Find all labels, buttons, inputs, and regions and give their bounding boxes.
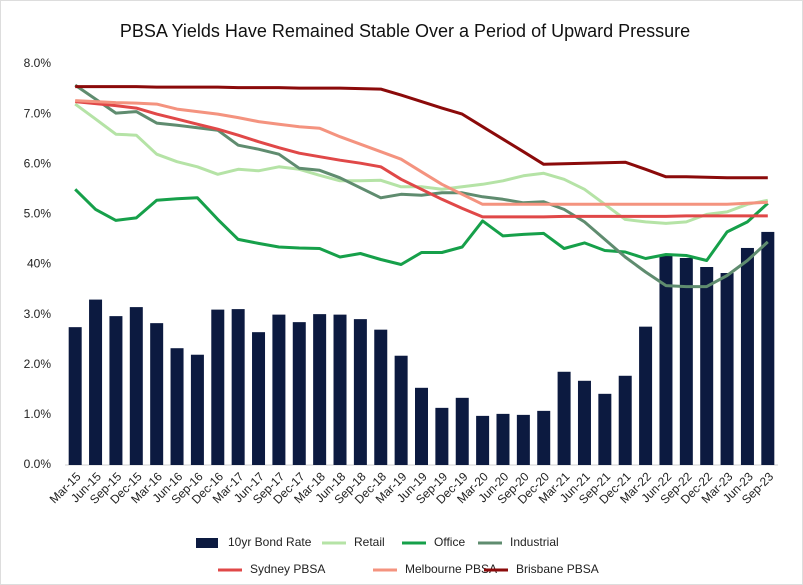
- bar: [496, 413, 510, 465]
- bar: [537, 410, 551, 465]
- bar: [679, 257, 693, 465]
- bar: [231, 309, 245, 465]
- legend-label: 10yr Bond Rate: [228, 535, 312, 549]
- bar: [618, 375, 632, 465]
- y-tick-label: 3.0%: [24, 307, 52, 321]
- bar: [129, 307, 143, 465]
- chart-title: PBSA Yields Have Remained Stable Over a …: [120, 21, 690, 41]
- bar: [455, 397, 469, 465]
- bar: [68, 327, 82, 465]
- line-series: [75, 99, 768, 206]
- line-series: [74, 102, 769, 225]
- legend-label: Sydney PBSA: [250, 562, 325, 576]
- y-tick-label: 8.0%: [24, 56, 52, 70]
- bar: [394, 355, 408, 465]
- legend-label: Melbourne PBSA: [405, 562, 497, 576]
- y-tick-label: 7.0%: [24, 106, 52, 120]
- y-tick-label: 0.0%: [24, 457, 52, 471]
- line-series: [74, 83, 769, 289]
- bar: [353, 319, 367, 465]
- bar: [89, 299, 103, 465]
- bar: [272, 314, 286, 465]
- bar: [333, 314, 347, 465]
- bar: [557, 371, 571, 465]
- legend-swatch: [196, 538, 218, 548]
- y-tick-label: 1.0%: [24, 407, 52, 421]
- bar: [700, 267, 714, 465]
- bar: [170, 348, 184, 465]
- bar: [435, 407, 449, 465]
- bar: [598, 393, 612, 465]
- bar: [415, 387, 428, 465]
- bar: [516, 414, 530, 465]
- bar: [252, 332, 266, 465]
- bar: [211, 309, 225, 465]
- bar: [374, 329, 388, 465]
- line-series: [74, 188, 769, 266]
- bar: [720, 273, 734, 465]
- bar: [476, 415, 490, 465]
- y-tick-label: 40%: [27, 257, 51, 271]
- y-tick-label: 5.0%: [24, 207, 52, 221]
- legend-label: Brisbane PBSA: [516, 562, 599, 576]
- bar: [150, 323, 164, 465]
- line-series: [75, 85, 768, 180]
- bar: [659, 255, 673, 465]
- legend-label: Industrial: [510, 535, 559, 549]
- bar: [577, 380, 591, 465]
- y-tick-label: 6.0%: [24, 156, 52, 170]
- bar: [292, 322, 306, 465]
- bar: [109, 316, 123, 465]
- bar: [313, 314, 327, 465]
- bar: [740, 247, 754, 465]
- y-tick-label: 2.0%: [24, 357, 52, 371]
- legend-label: Retail: [354, 535, 385, 549]
- bar: [190, 354, 204, 465]
- bar: [639, 326, 653, 465]
- line-series: [75, 100, 768, 219]
- legend-label: Office: [434, 535, 465, 549]
- bar: [761, 231, 775, 465]
